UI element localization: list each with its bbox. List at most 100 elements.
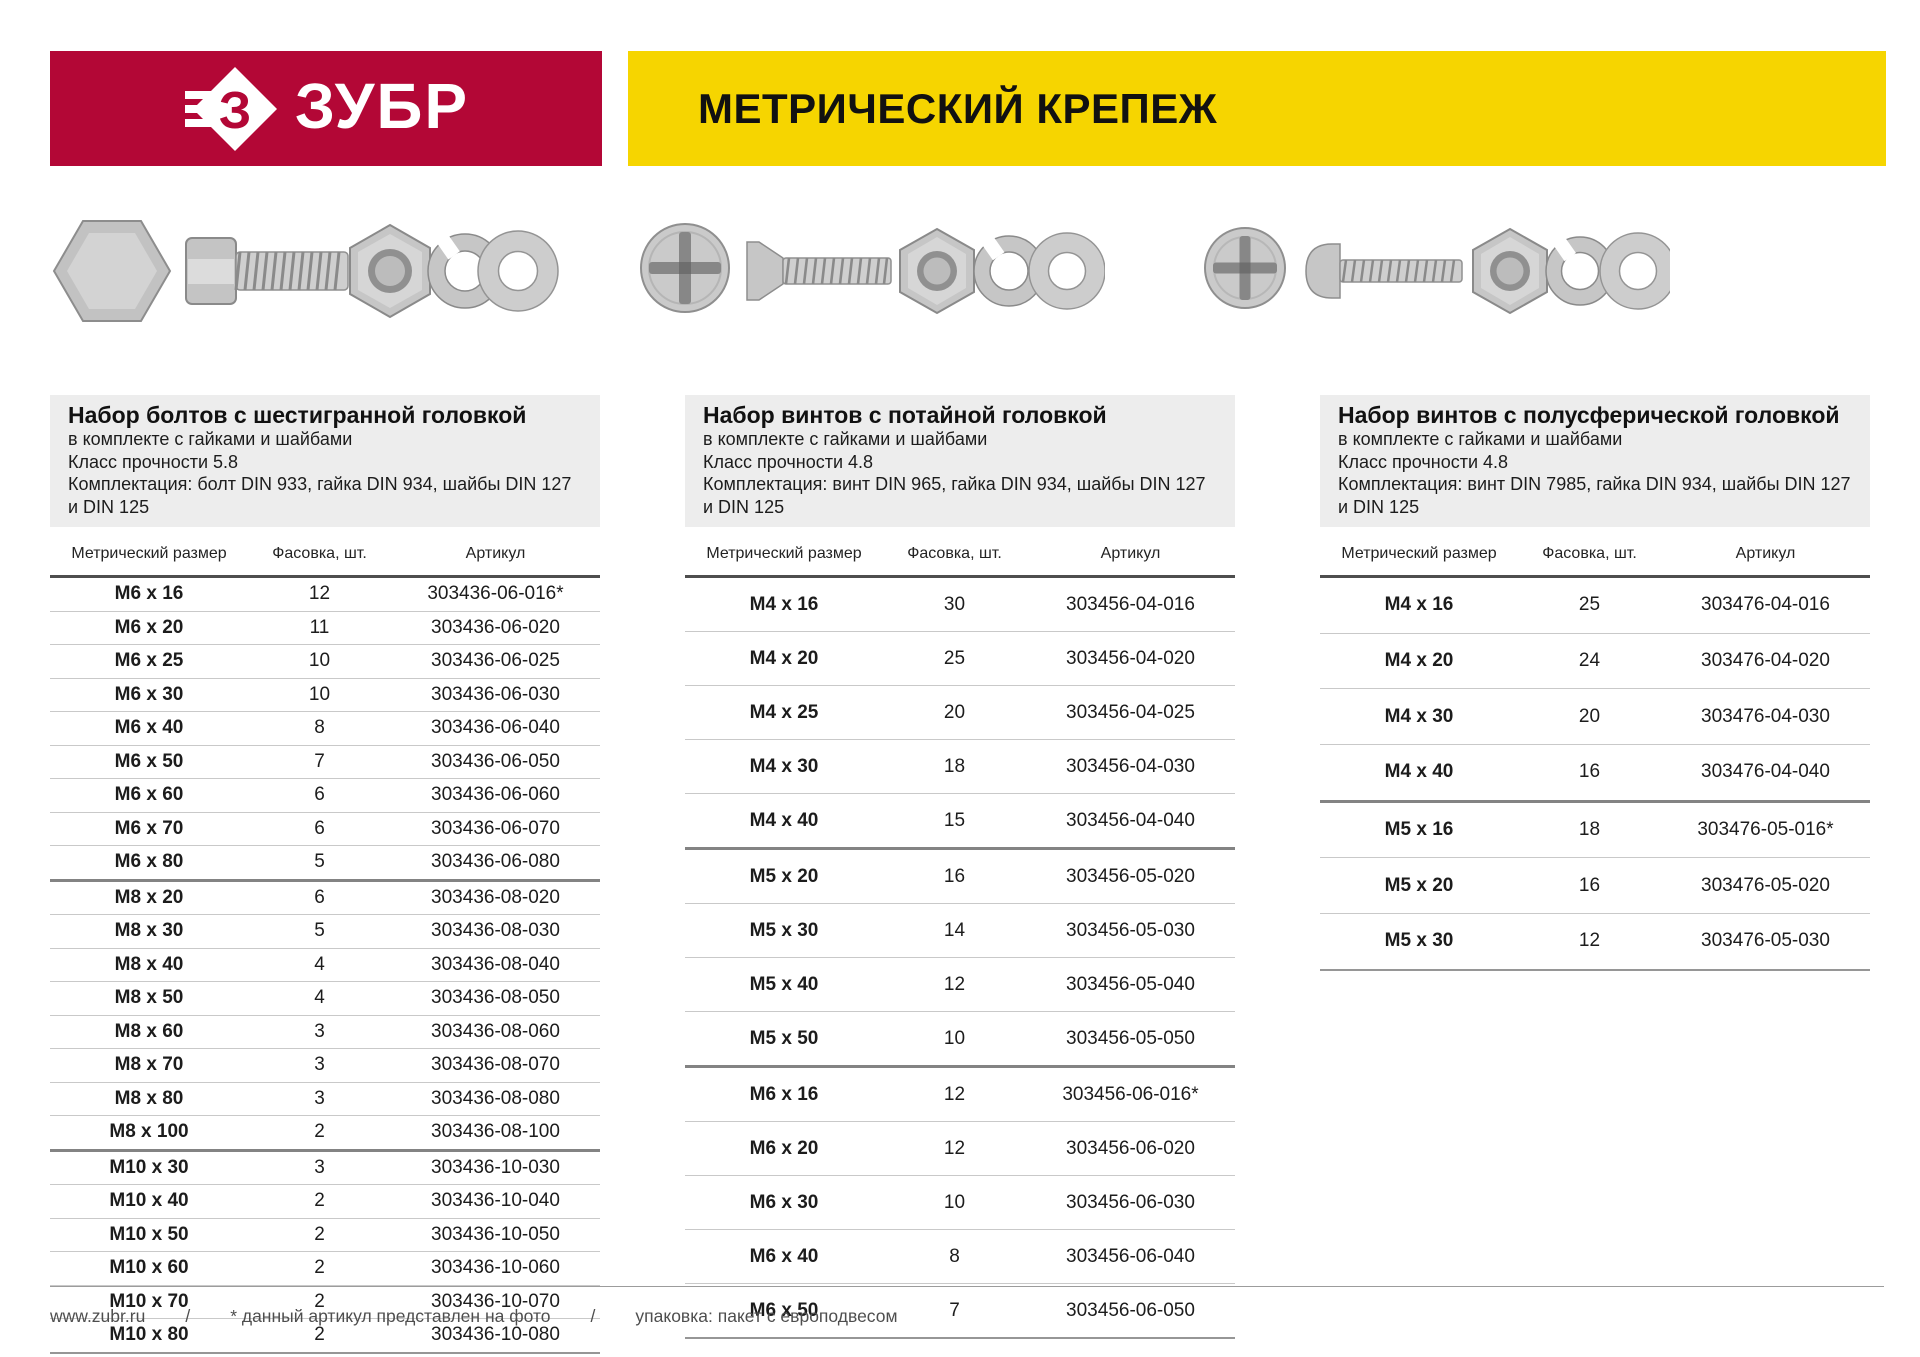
cell-qty: 24 <box>1518 633 1661 690</box>
product-column-pan-head-screws: Набор винтов с полусферической головкой … <box>1204 166 1870 1354</box>
cell-size: M8 x 70 <box>50 1048 248 1083</box>
cell-qty: 12 <box>883 1121 1026 1176</box>
cell-qty: 3 <box>248 1048 391 1083</box>
table-row: M4 x 30 20 303476-04-030 <box>1320 688 1870 746</box>
hex-bolts-table: Метрический размер Фасовка, шт. Артикул … <box>50 537 600 1354</box>
cell-qty: 15 <box>883 793 1026 849</box>
column-header-qty: Фасовка, шт. <box>1518 537 1661 578</box>
countersunk-kit-photo <box>640 223 1105 315</box>
table-row: M8 x 80 3 303436-08-080 <box>50 1082 600 1116</box>
cell-qty: 10 <box>248 678 391 712</box>
cell-size: M4 x 25 <box>685 685 883 740</box>
table-row: M6 x 16 12 303456-06-016* <box>685 1065 1235 1122</box>
cell-article: 303456-06-050 <box>1026 1283 1235 1339</box>
cell-article: 303476-04-030 <box>1661 688 1870 746</box>
cell-article: 303456-06-040 <box>1026 1229 1235 1284</box>
page-title: МЕТРИЧЕСКИЙ КРЕПЕЖ <box>698 84 1218 132</box>
countersunk-screw-icon <box>746 241 892 301</box>
cell-qty: 10 <box>883 1175 1026 1230</box>
product-subtitle: в комплекте с гайками и шайбами <box>703 429 988 449</box>
cell-size: M6 x 40 <box>50 711 248 746</box>
cell-article: 303456-04-030 <box>1026 739 1235 794</box>
product-photo-countersunk-kit <box>640 166 1235 395</box>
cell-qty: 10 <box>248 644 391 679</box>
table-row: M6 x 30 10 303456-06-030 <box>685 1175 1235 1230</box>
product-subtitle: в комплекте с гайками и шайбами <box>1338 429 1623 449</box>
product-photo-hex-bolt-kit <box>50 166 600 395</box>
cell-qty: 20 <box>883 685 1026 740</box>
cell-qty: 4 <box>248 948 391 982</box>
cell-qty: 18 <box>1518 799 1661 859</box>
table-row: M10 x 30 3 303436-10-030 <box>50 1148 600 1185</box>
table-row: M6 x 60 6 303436-06-060 <box>50 778 600 813</box>
pan-head-screws-table: Метрический размер Фасовка, шт. Артикул … <box>1320 537 1870 971</box>
product-info-countersunk: Набор винтов с потайной головкой в компл… <box>685 395 1235 527</box>
cell-article: 303436-10-070 <box>391 1285 600 1319</box>
table-row: M6 x 16 12 303436-06-016* <box>50 576 600 612</box>
cell-article: 303436-06-050 <box>391 745 600 779</box>
table-row: M6 x 80 5 303436-06-080 <box>50 845 600 881</box>
cell-size: M6 x 70 <box>50 812 248 846</box>
cell-size: M4 x 40 <box>1320 744 1518 802</box>
table-row: M10 x 60 2 303436-10-060 <box>50 1251 600 1286</box>
pan-head-kit-photo <box>1204 227 1670 315</box>
footer-separator: / <box>590 1306 596 1326</box>
product-column-countersunk-screws: Набор винтов с потайной головкой в компл… <box>640 166 1235 1354</box>
product-info-pan-head: Набор винтов с полусферической головкой … <box>1320 395 1870 527</box>
cell-size: M6 x 25 <box>50 644 248 679</box>
brand-wordmark: ЗУБР <box>294 69 470 142</box>
cell-article: 303436-08-020 <box>391 878 600 915</box>
table-row: M8 x 20 6 303436-08-020 <box>50 878 600 915</box>
cell-size: M8 x 30 <box>50 914 248 949</box>
cell-size: M8 x 40 <box>50 948 248 982</box>
cell-qty: 20 <box>1518 688 1661 746</box>
cell-size: M6 x 20 <box>50 611 248 645</box>
product-info-hex-bolts: Набор болтов с шестигранной головкой в к… <box>50 395 600 527</box>
flat-washer-icon <box>477 230 559 312</box>
cell-size: M10 x 80 <box>50 1318 248 1354</box>
brand-logo: З ЗУБР <box>50 51 602 166</box>
strength-class: Класс прочности 4.8 <box>1338 451 1509 472</box>
table-row: M5 x 40 12 303456-05-040 <box>685 957 1235 1012</box>
cell-qty: 25 <box>883 631 1026 686</box>
cell-qty: 16 <box>1518 857 1661 915</box>
table-row: M10 x 50 2 303436-10-050 <box>50 1218 600 1252</box>
cell-size: M5 x 30 <box>1320 913 1518 971</box>
cell-qty: 14 <box>883 903 1026 958</box>
pan-head-screw-icon <box>1305 243 1463 299</box>
table-row: M4 x 30 18 303456-04-030 <box>685 739 1235 794</box>
cell-qty: 2 <box>248 1184 391 1219</box>
cell-size: M10 x 70 <box>50 1285 248 1319</box>
product-title: Набор винтов с полусферической головкой <box>1338 402 1840 428</box>
table-row: M4 x 40 16 303476-04-040 <box>1320 744 1870 802</box>
table-row: M5 x 16 18 303476-05-016* <box>1320 799 1870 859</box>
table-row: M5 x 20 16 303476-05-020 <box>1320 857 1870 915</box>
product-title: Набор болтов с шестигранной головкой <box>68 402 527 428</box>
cell-size: M4 x 16 <box>685 576 883 632</box>
cell-article: 303436-08-030 <box>391 914 600 949</box>
cell-article: 303436-10-080 <box>391 1318 600 1354</box>
cell-article: 303436-10-030 <box>391 1148 600 1185</box>
cell-article: 303436-08-080 <box>391 1082 600 1116</box>
table-row: M6 x 30 10 303436-06-030 <box>50 678 600 712</box>
cell-size: M5 x 20 <box>685 847 883 904</box>
pan-head-top-icon <box>1204 227 1286 309</box>
footer-note-photo: * данный артикул представлен на фото <box>230 1306 551 1326</box>
cell-qty: 6 <box>248 878 391 915</box>
hex-bolt-kit-photo <box>52 220 559 322</box>
cell-size: M4 x 30 <box>685 739 883 794</box>
cell-article: 303476-05-020 <box>1661 857 1870 915</box>
cell-size: M8 x 50 <box>50 981 248 1016</box>
cell-qty: 2 <box>248 1115 391 1151</box>
countersunk-head-top-icon <box>640 223 730 313</box>
cell-size: M5 x 40 <box>685 957 883 1012</box>
cell-article: 303456-04-016 <box>1026 576 1235 632</box>
cell-qty: 12 <box>248 576 391 612</box>
table-row: M10 x 80 2 303436-10-080 <box>50 1318 600 1354</box>
table-row: M6 x 50 7 303436-06-050 <box>50 745 600 779</box>
table-row: M4 x 16 30 303456-04-016 <box>685 576 1235 632</box>
table-row: M4 x 25 20 303456-04-025 <box>685 685 1235 740</box>
cell-qty: 10 <box>883 1011 1026 1067</box>
page-footer: www.zubr.ru / * данный артикул представл… <box>50 1286 1884 1327</box>
cell-article: 303436-06-020 <box>391 611 600 645</box>
